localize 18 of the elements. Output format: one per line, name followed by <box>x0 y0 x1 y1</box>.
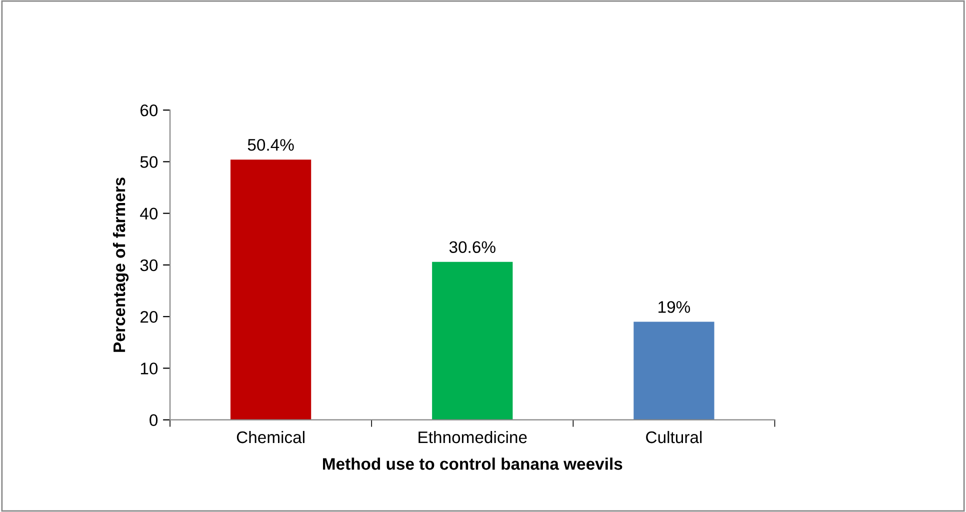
y-tick-label: 30 <box>140 259 158 272</box>
y-tick-label: 50 <box>140 156 158 168</box>
y-tick-label: 10 <box>140 362 158 374</box>
x-tick-label: Chemical <box>236 430 304 444</box>
y-tick-label: 0 <box>150 414 158 426</box>
x-axis-title: Method use to control banana weevils <box>323 458 622 470</box>
y-tick-label: 40 <box>140 208 158 220</box>
x-tick-label: Ethnomedicine <box>418 430 527 444</box>
data-label: 30.6% <box>449 241 496 254</box>
y-tick-label: 20 <box>140 310 158 323</box>
y-tick-label: 60 <box>140 104 158 116</box>
bar <box>634 322 714 420</box>
bar <box>432 262 513 420</box>
data-label: 19% <box>658 301 690 313</box>
bar <box>230 160 312 420</box>
x-tick-label: Cultural <box>646 430 702 444</box>
y-axis-title: Percentage of farmers <box>112 178 129 352</box>
data-label: 50.4% <box>248 138 294 151</box>
